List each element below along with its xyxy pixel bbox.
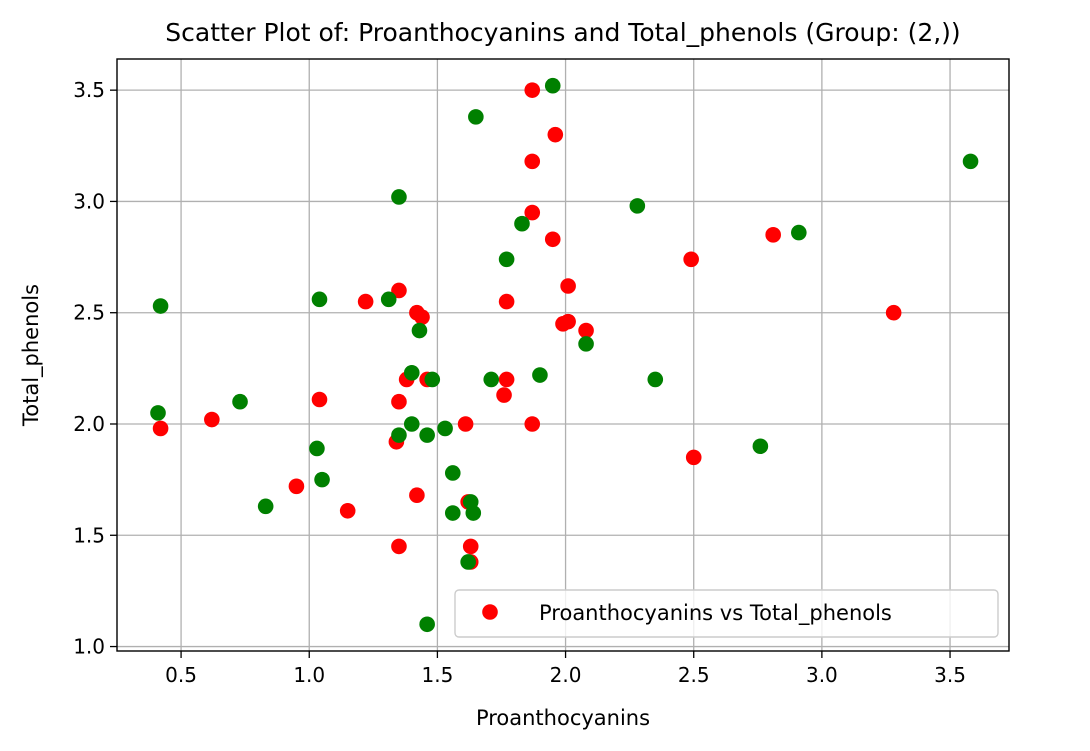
data-point: [391, 282, 407, 299]
data-point: [339, 502, 356, 519]
data-point: [524, 416, 541, 432]
data-point: [544, 77, 561, 94]
data-point: [468, 109, 484, 125]
y-tick-label: 1.5: [73, 523, 105, 547]
data-point: [752, 438, 769, 455]
axis-ticks: 0.5 1.0 1.5 2.0 2.5 3.0 3.5 1.0 1.5 2.0 2.5 3.0 3.5: [73, 78, 966, 687]
data-point: [524, 153, 541, 170]
data-point: [403, 416, 420, 432]
legend-label: Proanthocyanins vs Total_phenols: [539, 601, 892, 626]
data-points: [150, 77, 979, 633]
data-point: [444, 505, 461, 521]
data-point: [419, 427, 435, 443]
data-point: [544, 231, 561, 248]
data-point: [578, 322, 594, 339]
y-tick-label: 2.0: [73, 412, 105, 436]
data-point: [391, 393, 407, 410]
data-point: [460, 554, 476, 570]
data-point: [560, 278, 576, 294]
data-point: [424, 371, 441, 388]
data-point: [150, 405, 166, 421]
chart-title: Scatter Plot of: Proanthocyanins and Tot…: [165, 18, 960, 47]
legend: Proanthocyanins vs Total_phenols: [454, 589, 999, 638]
legend-marker: [482, 604, 498, 620]
data-point: [791, 224, 807, 241]
x-tick-label: 3.5: [934, 663, 966, 687]
y-axis-label: Total_phenols: [19, 284, 44, 427]
data-point: [498, 371, 515, 388]
data-point: [524, 82, 541, 98]
data-point: [437, 420, 453, 437]
data-point: [391, 538, 407, 555]
data-point: [483, 371, 500, 388]
data-point: [498, 293, 515, 310]
data-point: [380, 291, 397, 308]
x-tick-label: 1.5: [421, 663, 453, 687]
data-point: [462, 538, 479, 555]
data-point: [314, 471, 330, 488]
grid: [117, 59, 1009, 651]
data-point: [391, 427, 407, 443]
data-point: [683, 251, 699, 268]
data-point: [578, 336, 594, 352]
data-point: [403, 365, 420, 381]
data-point: [524, 204, 541, 221]
data-point: [532, 367, 548, 383]
data-point: [547, 126, 564, 143]
data-point: [414, 309, 430, 325]
data-point: [311, 291, 328, 308]
data-point: [357, 293, 374, 310]
data-point: [232, 393, 248, 410]
data-point: [498, 251, 515, 268]
data-point: [457, 416, 474, 432]
data-point: [288, 478, 305, 495]
data-point: [257, 498, 274, 515]
plot-frame: [116, 58, 1010, 652]
x-tick-label: 2.5: [678, 663, 710, 687]
data-point: [152, 420, 169, 437]
y-tick-label: 1.0: [73, 635, 105, 659]
x-tick-label: 2.0: [550, 663, 582, 687]
y-tick-label: 2.5: [73, 301, 105, 325]
data-point: [685, 449, 702, 466]
data-point: [204, 411, 220, 428]
data-point: [560, 313, 576, 330]
x-tick-label: 1.0: [293, 663, 325, 687]
x-axis-label: Proanthocyanins: [476, 706, 650, 730]
data-point: [444, 465, 461, 481]
y-tick-label: 3.0: [73, 189, 105, 213]
data-point: [765, 227, 781, 243]
data-point: [411, 322, 428, 339]
data-point: [465, 505, 482, 521]
x-tick-label: 0.5: [165, 663, 197, 687]
data-point: [514, 215, 530, 232]
data-point: [409, 487, 425, 504]
y-tick-label: 3.5: [73, 78, 105, 102]
data-point: [629, 198, 646, 214]
data-point: [419, 616, 435, 633]
data-point: [885, 304, 902, 321]
data-point: [391, 189, 407, 205]
data-point: [496, 387, 512, 403]
data-point: [647, 371, 664, 388]
data-point: [962, 153, 979, 170]
data-point: [152, 298, 169, 314]
legend-box: [454, 589, 999, 638]
x-tick-label: 3.0: [806, 663, 838, 687]
data-point: [309, 440, 325, 457]
data-point: [311, 391, 328, 408]
